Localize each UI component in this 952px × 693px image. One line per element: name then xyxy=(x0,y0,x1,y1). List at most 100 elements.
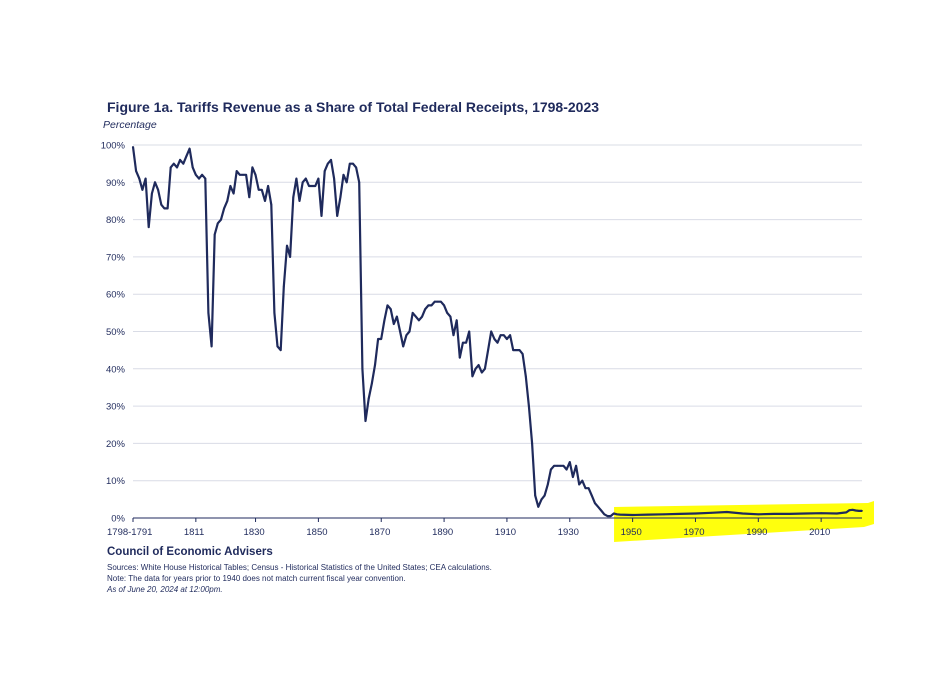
y-tick-label: 80% xyxy=(106,215,126,226)
data-point xyxy=(594,502,596,504)
x-tick-label: 1950 xyxy=(621,527,642,538)
chart-title: Figure 1a. Tariffs Revenue as a Share of… xyxy=(107,99,600,115)
data-point xyxy=(553,464,555,467)
highlight-marker xyxy=(614,501,874,542)
data-point xyxy=(616,513,618,516)
data-point xyxy=(194,173,197,176)
data-point xyxy=(590,494,593,497)
data-point xyxy=(333,177,335,180)
data-point xyxy=(678,513,681,515)
data-point xyxy=(540,498,543,501)
data-point xyxy=(220,218,222,221)
data-point xyxy=(273,312,276,314)
data-point xyxy=(757,513,760,516)
y-tick-label: 70% xyxy=(106,252,126,263)
data-point xyxy=(421,315,423,318)
data-point xyxy=(348,162,351,165)
data-point xyxy=(179,159,182,161)
data-point xyxy=(308,185,310,187)
data-point xyxy=(380,338,383,340)
data-point xyxy=(383,319,386,322)
data-point xyxy=(578,483,581,486)
y-tick-label: 50% xyxy=(106,327,126,338)
x-tick-label: 2010 xyxy=(809,527,830,538)
data-point xyxy=(182,162,185,165)
data-point xyxy=(151,192,153,195)
x-tick-label: 1990 xyxy=(746,527,767,538)
data-point xyxy=(311,185,313,187)
data-point xyxy=(314,185,317,187)
data-point xyxy=(147,226,150,229)
data-point xyxy=(172,162,175,165)
data-point xyxy=(386,304,389,307)
data-point xyxy=(619,513,621,516)
y-tick-label: 10% xyxy=(106,476,126,487)
data-point xyxy=(367,397,370,400)
data-point xyxy=(399,330,401,333)
data-point xyxy=(575,464,577,467)
data-point xyxy=(201,173,204,176)
data-point xyxy=(458,356,461,359)
data-point xyxy=(694,512,697,515)
data-point xyxy=(286,244,288,247)
data-point xyxy=(144,177,147,180)
data-point xyxy=(414,315,417,318)
data-point xyxy=(854,509,857,512)
data-point xyxy=(339,196,342,199)
data-point xyxy=(292,196,295,199)
data-point xyxy=(204,177,207,180)
data-point xyxy=(213,233,216,236)
data-point xyxy=(773,513,775,515)
data-point xyxy=(631,514,634,516)
data-point xyxy=(531,442,533,445)
data-point xyxy=(788,513,791,515)
data-point xyxy=(392,323,395,325)
data-point xyxy=(499,334,502,337)
x-tick-label: 1830 xyxy=(244,527,265,538)
data-point xyxy=(600,509,603,512)
data-point xyxy=(166,207,169,210)
data-point xyxy=(612,512,615,515)
data-point xyxy=(424,308,427,310)
data-point xyxy=(364,420,367,422)
data-point xyxy=(223,207,226,210)
data-point xyxy=(270,203,273,206)
data-point xyxy=(251,166,254,169)
y-tick-label: 0% xyxy=(111,514,125,525)
data-point xyxy=(587,487,590,490)
data-point xyxy=(449,315,452,318)
data-point xyxy=(276,345,279,348)
data-point xyxy=(861,510,863,512)
y-tick-label: 90% xyxy=(106,178,126,189)
data-point xyxy=(484,367,486,370)
data-point xyxy=(135,170,138,173)
data-point xyxy=(260,188,263,191)
data-point xyxy=(279,349,282,351)
data-point xyxy=(493,338,496,340)
data-point xyxy=(355,166,357,169)
data-point xyxy=(163,207,166,210)
data-point xyxy=(440,300,442,303)
data-point xyxy=(405,334,408,337)
data-point xyxy=(836,512,838,515)
data-point xyxy=(845,511,848,514)
data-point xyxy=(471,375,474,378)
x-tick-label: 1811 xyxy=(184,527,204,538)
data-point xyxy=(559,464,562,467)
data-point xyxy=(858,510,860,512)
data-point xyxy=(132,146,134,148)
data-point xyxy=(820,512,823,515)
x-tick-label: 1970 xyxy=(683,527,704,538)
data-point xyxy=(411,312,414,314)
data-point xyxy=(584,487,587,490)
data-point xyxy=(138,177,141,180)
data-point xyxy=(496,341,499,344)
data-point xyxy=(512,349,515,351)
data-point xyxy=(436,300,439,303)
data-point xyxy=(430,304,433,307)
data-point xyxy=(546,483,549,486)
footer-note: Note: The data for years prior to 1940 d… xyxy=(107,574,406,583)
data-point xyxy=(141,188,144,191)
data-point xyxy=(317,177,320,180)
